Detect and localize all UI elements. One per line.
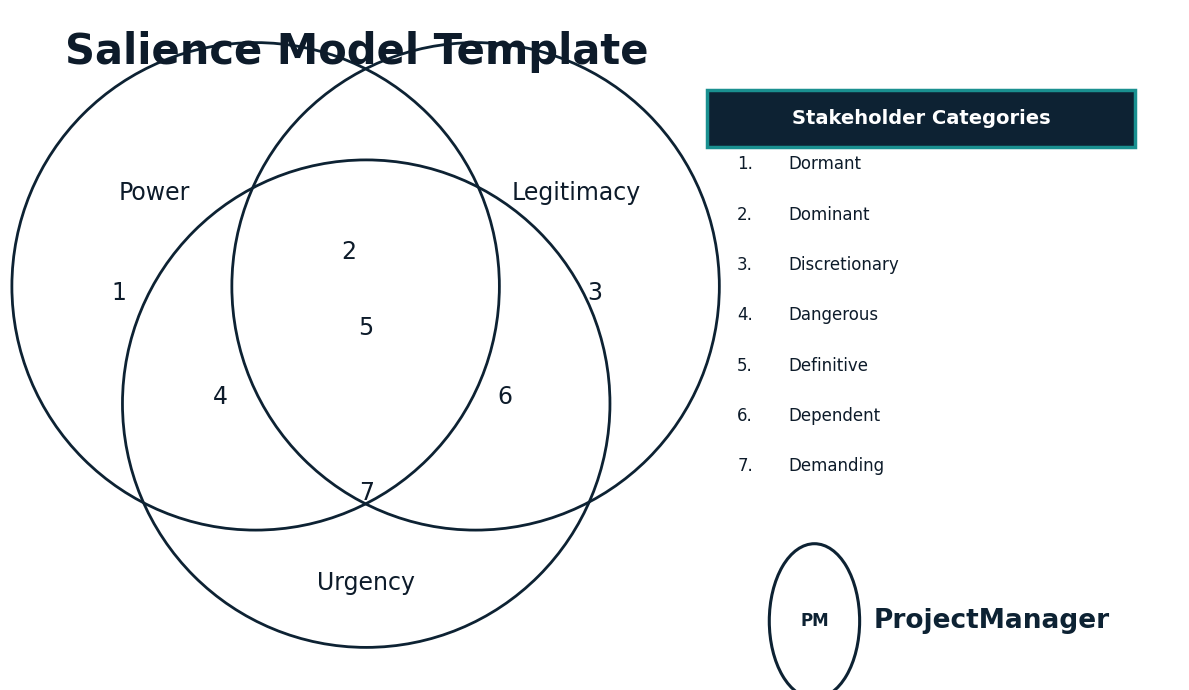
Text: ProjectManager: ProjectManager [874, 608, 1111, 634]
Text: Power: Power [119, 181, 190, 205]
Text: 6.: 6. [737, 407, 753, 425]
Text: 4: 4 [213, 385, 227, 408]
Text: 4.: 4. [737, 306, 753, 324]
Text: Legitimacy: Legitimacy [512, 181, 641, 205]
Text: 1.: 1. [737, 155, 753, 173]
Text: 1: 1 [112, 282, 126, 305]
Text: Dangerous: Dangerous [788, 306, 879, 324]
Text: Stakeholder Categories: Stakeholder Categories [792, 109, 1051, 128]
Text: 5.: 5. [737, 357, 753, 375]
Text: 6: 6 [498, 385, 512, 408]
Text: Dormant: Dormant [788, 155, 861, 173]
Text: 5: 5 [359, 316, 373, 339]
Text: 7.: 7. [737, 457, 753, 475]
Text: 3.: 3. [737, 256, 753, 274]
Text: 7: 7 [359, 482, 373, 505]
Text: Dominant: Dominant [788, 206, 870, 224]
Text: 3: 3 [587, 282, 602, 305]
Text: Demanding: Demanding [788, 457, 885, 475]
Text: PM: PM [800, 612, 829, 630]
Text: Urgency: Urgency [317, 571, 415, 595]
Text: Discretionary: Discretionary [788, 256, 899, 274]
Text: 2: 2 [341, 240, 356, 264]
Text: Dependent: Dependent [788, 407, 880, 425]
Text: 2.: 2. [737, 206, 753, 224]
FancyBboxPatch shape [707, 90, 1135, 147]
Text: Salience Model Template: Salience Model Template [65, 31, 649, 73]
Text: Definitive: Definitive [788, 357, 868, 375]
